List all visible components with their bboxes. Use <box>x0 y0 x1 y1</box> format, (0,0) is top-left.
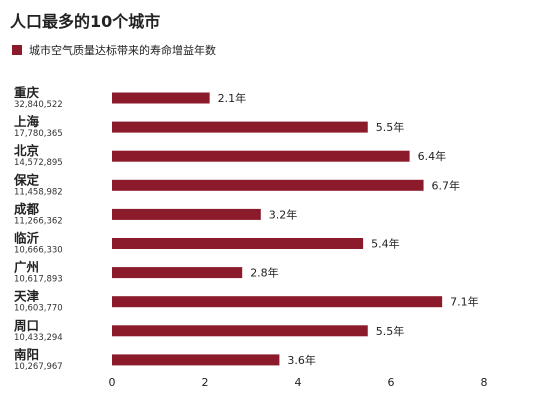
bar <box>112 325 368 337</box>
x-tick-label: 0 <box>109 376 116 389</box>
population-label: 11,458,982 <box>14 187 63 197</box>
x-tick-label: 4 <box>295 376 302 389</box>
x-tick-label: 6 <box>388 376 395 389</box>
value-label: 6.7年 <box>432 178 461 192</box>
bar <box>112 354 280 366</box>
x-tick-label: 8 <box>481 376 488 389</box>
value-label: 5.5年 <box>376 324 405 338</box>
value-label: 3.6年 <box>287 353 316 367</box>
population-label: 17,780,365 <box>14 129 63 139</box>
category-label: 北京 <box>14 143 40 158</box>
bar <box>112 208 261 220</box>
bar <box>112 92 210 104</box>
category-label: 保定 <box>13 172 40 187</box>
bar <box>112 296 443 308</box>
legend-label: 城市空气质量达标带来的寿命增益年数 <box>29 44 216 57</box>
population-label: 32,840,522 <box>14 100 63 110</box>
category-label: 重庆 <box>14 85 40 100</box>
bar <box>112 179 424 191</box>
value-label: 7.1年 <box>450 295 479 309</box>
category-label: 周口 <box>14 318 39 333</box>
bar <box>112 121 368 133</box>
bar <box>112 238 364 249</box>
population-label: 10,267,967 <box>14 362 63 372</box>
legend-swatch <box>12 45 22 55</box>
population-label: 10,617,893 <box>14 275 63 285</box>
population-label: 10,433,294 <box>14 333 63 343</box>
category-label: 上海 <box>14 114 40 129</box>
value-label: 3.2年 <box>269 207 298 221</box>
value-label: 2.1年 <box>218 91 247 105</box>
category-label: 临沂 <box>14 231 40 246</box>
legend: 城市空气质量达标带来的寿命增益年数 <box>12 42 216 58</box>
category-label: 天津 <box>14 289 40 304</box>
value-label: 2.8年 <box>250 266 279 280</box>
population-label: 11,266,362 <box>14 216 63 226</box>
value-label: 6.4年 <box>418 149 447 163</box>
population-label: 10,666,330 <box>14 246 63 256</box>
category-label: 南阳 <box>14 347 39 362</box>
x-tick-label: 2 <box>202 376 209 389</box>
bar <box>112 150 410 162</box>
category-label: 广州 <box>14 260 39 275</box>
value-label: 5.5年 <box>376 120 405 134</box>
value-label: 5.4年 <box>371 237 400 251</box>
population-label: 14,572,895 <box>14 158 63 168</box>
category-label: 成都 <box>14 201 40 216</box>
chart-title: 人口最多的10个城市 <box>10 12 161 31</box>
population-label: 10,603,770 <box>14 304 63 314</box>
bar <box>112 267 243 279</box>
